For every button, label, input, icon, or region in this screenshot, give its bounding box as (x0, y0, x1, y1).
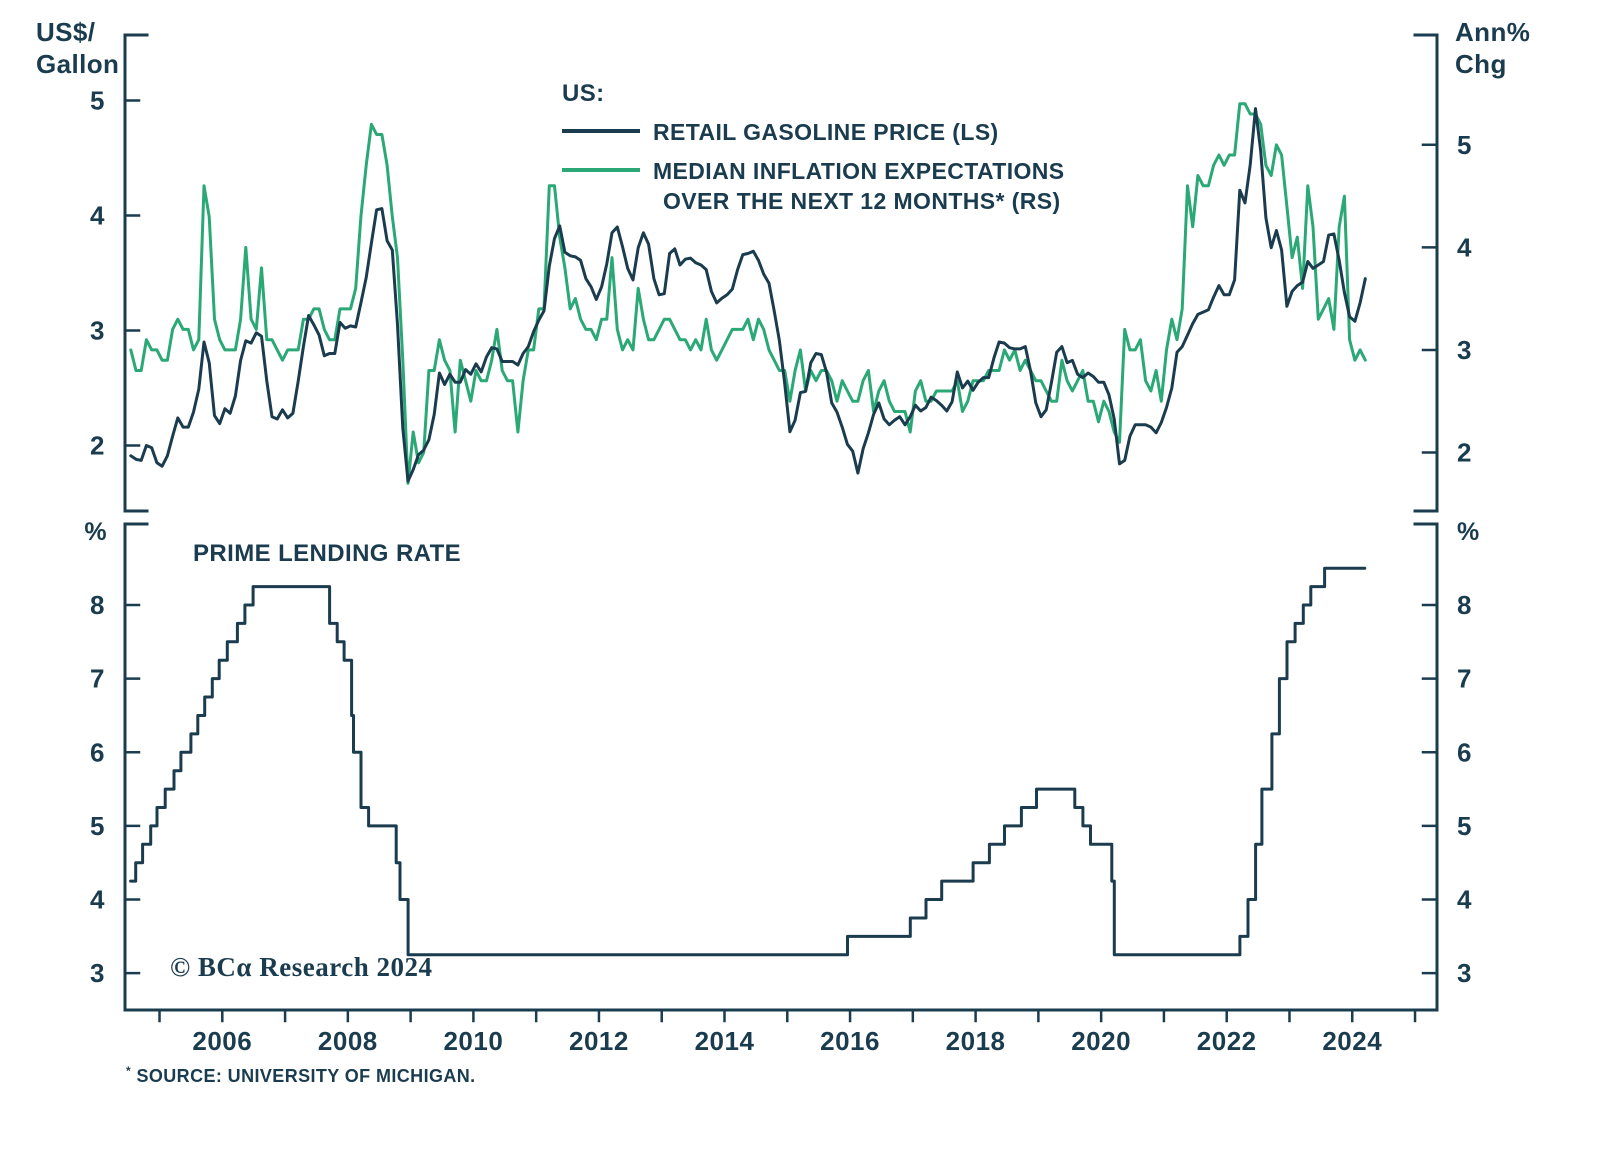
source-footnote: * SOURCE: UNIVERSITY OF MICHIGAN. (126, 1064, 476, 1087)
axis-tick-label: 3 (1457, 958, 1472, 988)
axis-tick-label: 2006 (192, 1026, 252, 1056)
axis-tick-label: 4 (1457, 232, 1472, 262)
axis-tick-label: 2014 (695, 1026, 755, 1056)
axis-tick-label: 2 (1457, 438, 1472, 468)
legend-title: US: (562, 80, 605, 107)
chart-shape (129, 107, 1367, 483)
axis-tick-label: 7 (1457, 664, 1472, 694)
axis-tick-label: 2016 (820, 1026, 880, 1056)
chart-shape (129, 102, 1367, 485)
axis-tick-label: 2012 (569, 1026, 629, 1056)
left-axis-title: US$/ Gallon (36, 16, 119, 80)
axis-tick-label: 3 (90, 315, 105, 345)
axis-tick-label: 3 (1457, 335, 1472, 365)
axis-tick-label: 5 (90, 811, 105, 841)
axis-tick-label: 2020 (1071, 1026, 1131, 1056)
axis-tick-label: 5 (1457, 811, 1472, 841)
axis-tick-label: 6 (1457, 737, 1472, 767)
legend-label-gasoline: RETAIL GASOLINE PRICE (LS) (653, 119, 999, 145)
legend-item-gasoline: RETAIL GASOLINE PRICE (LS) (562, 117, 1065, 147)
axis-tick-label: 2018 (946, 1026, 1006, 1056)
axis-tick-label: 4 (1457, 885, 1472, 915)
axis-tick-label: 7 (90, 664, 105, 694)
left-axis-title-line1: US$/ (36, 17, 96, 47)
axes-top-panel: 2 3 4 5 2 3 4 5 (90, 33, 1472, 513)
right-axis-title: Ann% Chg (1455, 16, 1530, 80)
axis-tick-label: 4 (90, 885, 105, 915)
expectations-line-swatch (562, 168, 640, 172)
gasoline-price-line (129, 107, 1367, 483)
axis-tick-label: 5 (90, 86, 105, 116)
axis-tick-label: 3 (90, 958, 105, 988)
chart-shape (129, 566, 1367, 957)
x-axis: 2006 2008 2010 2012 2014 2016 2018 2020 2022 2024 (123, 1008, 1439, 1056)
right-axis-title-line1: Ann% (1455, 17, 1531, 47)
bottom-left-axis-unit: % (84, 518, 107, 546)
legend: US: RETAIL GASOLINE PRICE (LS) MEDIAN IN… (562, 80, 1065, 216)
inflation-expectations-line (129, 102, 1367, 485)
axis-tick-label: 8 (1457, 590, 1472, 620)
legend-item-expectations: MEDIAN INFLATION EXPECTATIONS OVER THE N… (562, 156, 1065, 216)
axis-tick-label: 2010 (443, 1026, 503, 1056)
axes-bottom-panel: 3 4 5 6 7 8 3 4 5 6 7 8 (90, 522, 1472, 1012)
bottom-panel-title: PRIME LENDING RATE (193, 540, 462, 567)
bottom-right-axis-unit: % (1457, 518, 1480, 546)
legend-label-expectations-line2: OVER THE NEXT 12 MONTHS* (RS) (663, 188, 1061, 214)
gasoline-line-swatch (562, 129, 640, 133)
axis-tick-label: 2024 (1322, 1026, 1382, 1056)
copyright-notice: © BCα Research 2024 (170, 952, 433, 982)
axis-tick-label: 2008 (318, 1026, 378, 1056)
axis-tick-label: 5 (1457, 130, 1472, 160)
prime-rate-line (129, 566, 1367, 957)
axis-tick-label: 4 (90, 201, 105, 231)
axis-tick-label: 6 (90, 737, 105, 767)
footnote-mark: * (126, 1064, 132, 1078)
axis-tick-label: 8 (90, 590, 105, 620)
legend-label-expectations-line1: MEDIAN INFLATION EXPECTATIONS (653, 158, 1065, 184)
footnote-text: SOURCE: UNIVERSITY OF MICHIGAN. (131, 1066, 476, 1086)
right-axis-title-line2: Chg (1455, 49, 1507, 79)
axis-tick-label: 2 (90, 430, 105, 460)
axis-tick-label: 2022 (1197, 1026, 1257, 1056)
left-axis-title-line2: Gallon (36, 49, 120, 79)
legend-label-expectations: MEDIAN INFLATION EXPECTATIONS OVER THE N… (653, 156, 1065, 216)
